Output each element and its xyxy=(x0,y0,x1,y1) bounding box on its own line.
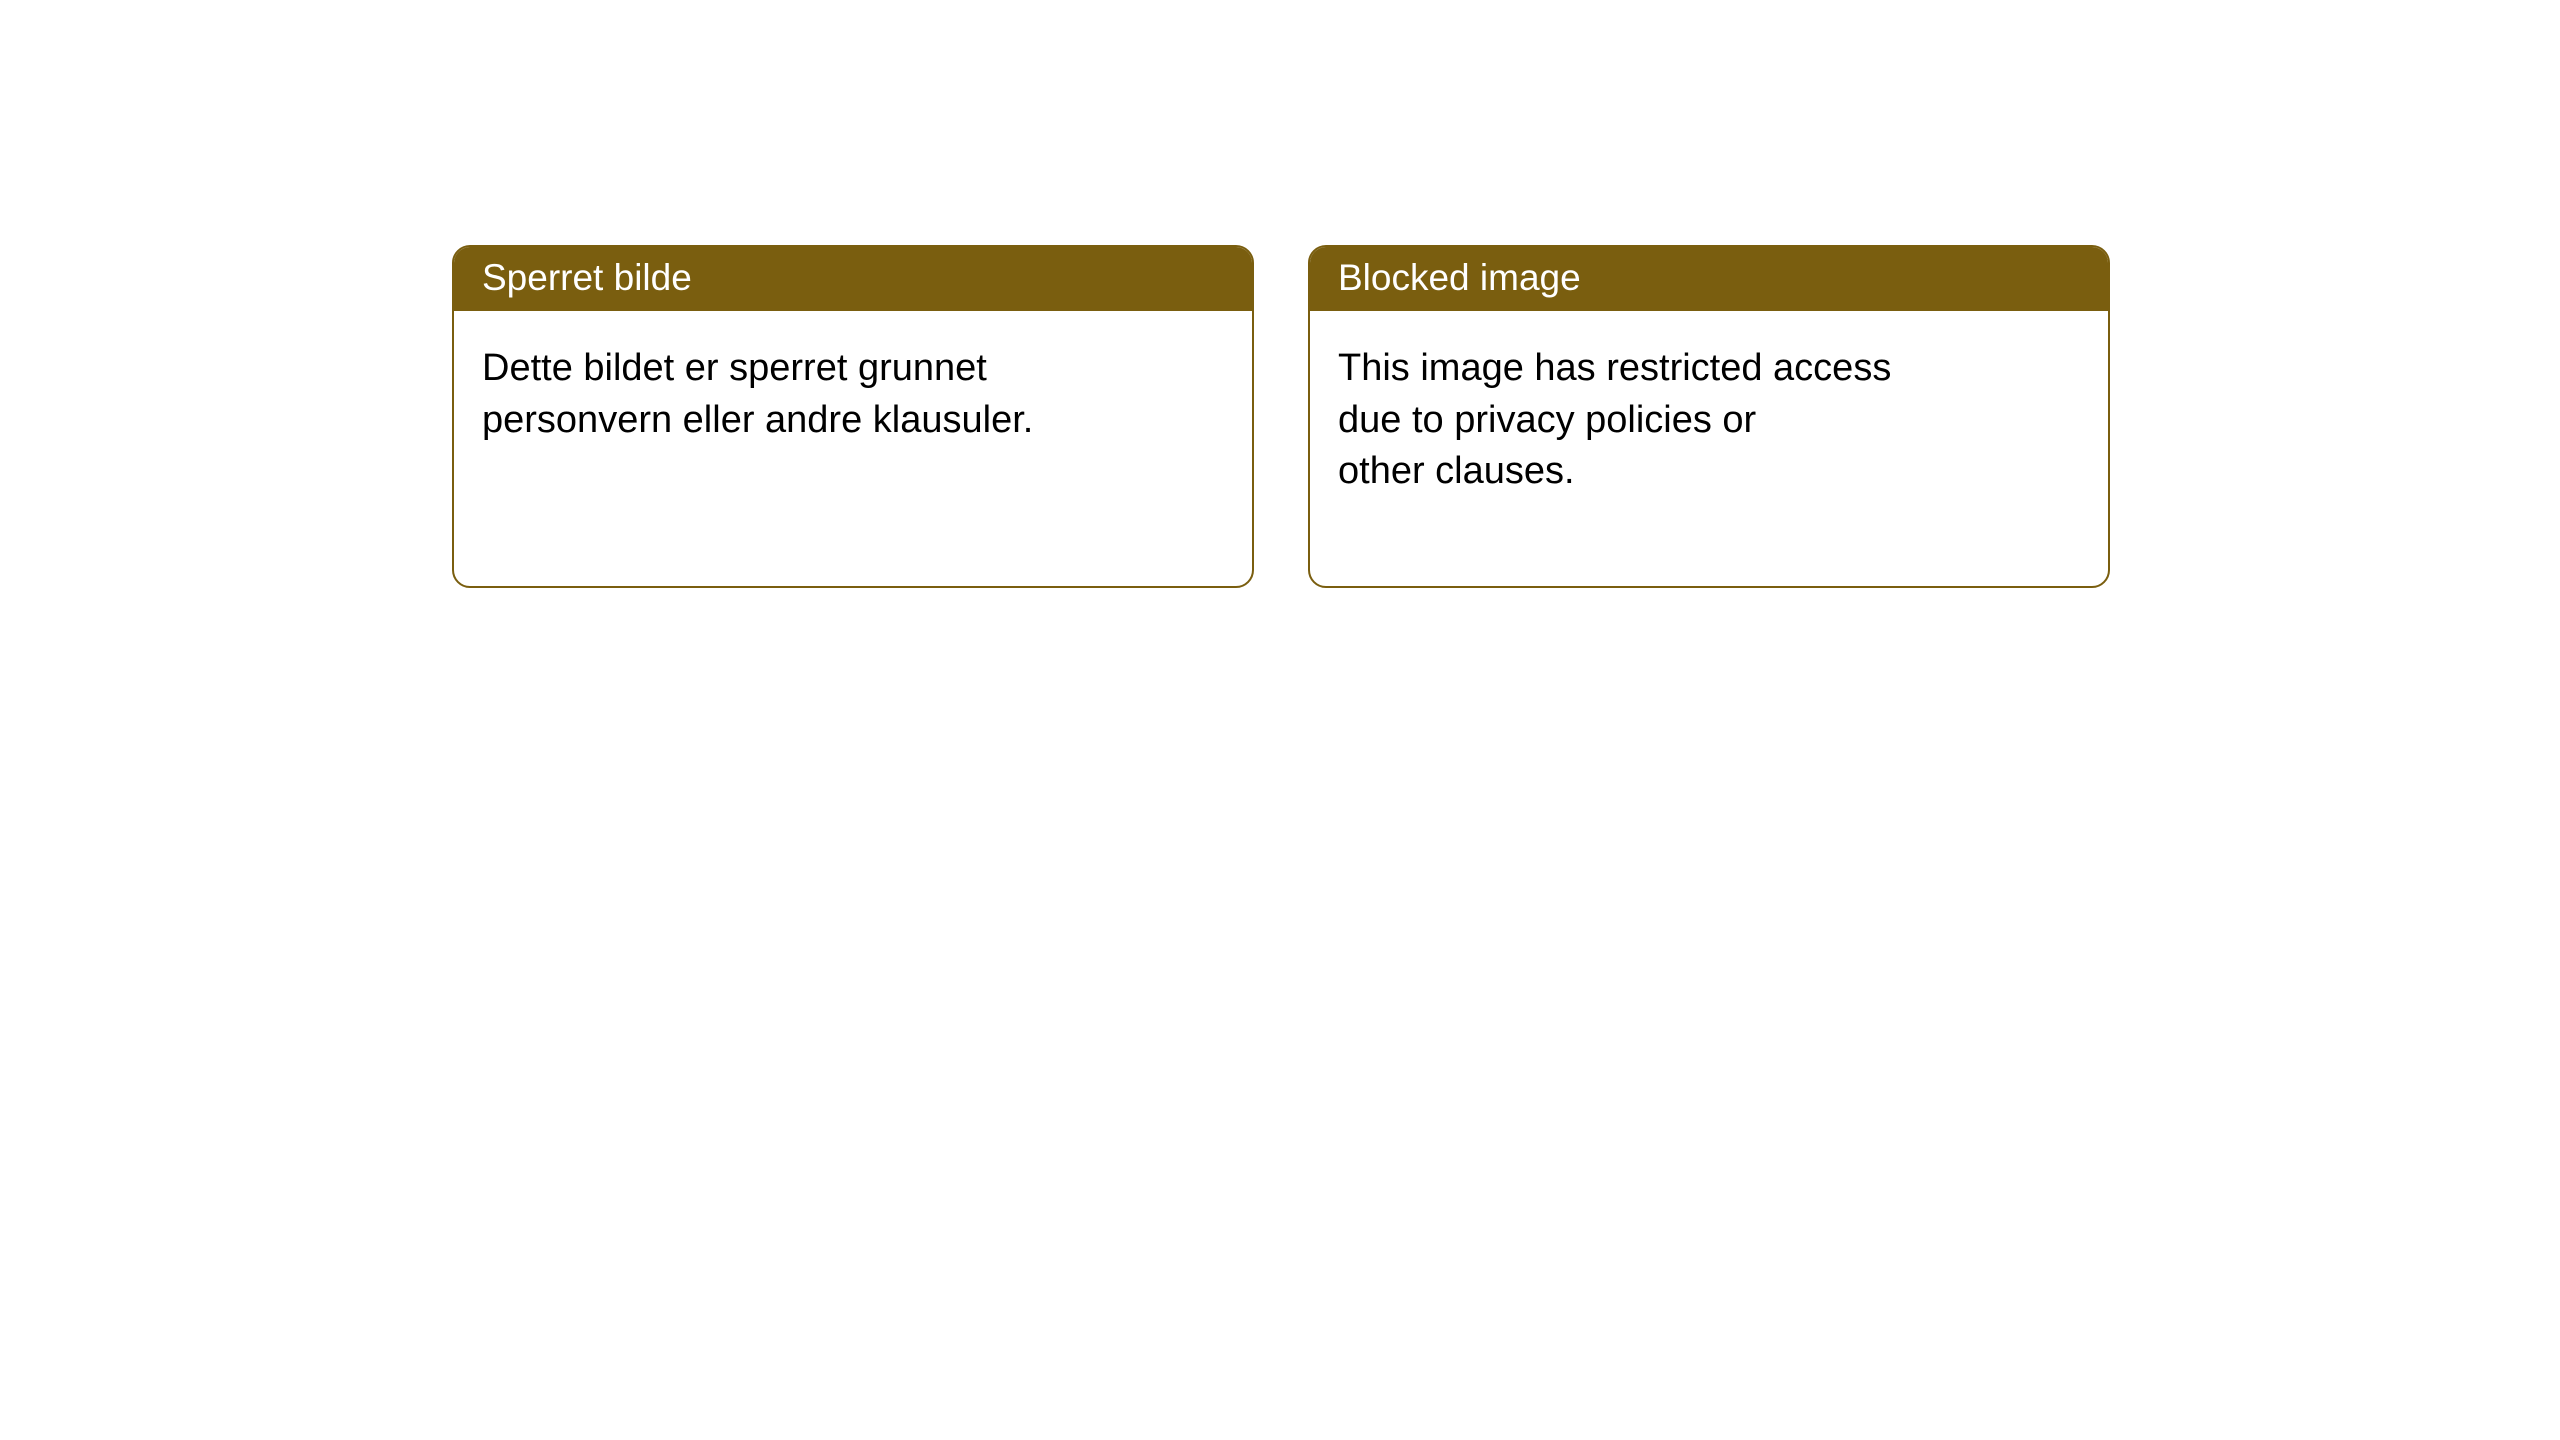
notice-title: Blocked image xyxy=(1310,247,2108,311)
notice-container: Sperret bilde Dette bildet er sperret gr… xyxy=(452,245,2110,588)
notice-body: Dette bildet er sperret grunnet personve… xyxy=(454,311,1252,534)
notice-card-norwegian: Sperret bilde Dette bildet er sperret gr… xyxy=(452,245,1254,588)
notice-card-english: Blocked image This image has restricted … xyxy=(1308,245,2110,588)
notice-title: Sperret bilde xyxy=(454,247,1252,311)
notice-body: This image has restricted access due to … xyxy=(1310,311,2108,586)
